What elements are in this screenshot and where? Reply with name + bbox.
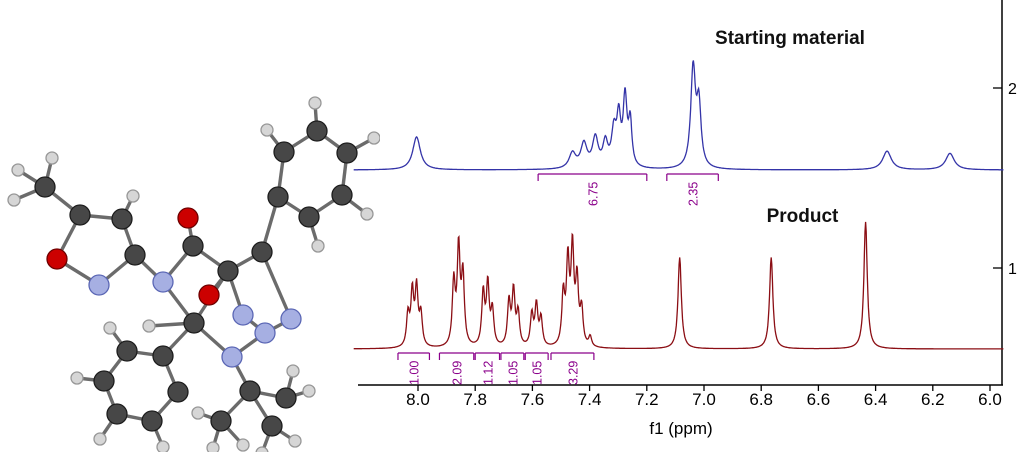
- atom-C: [217, 260, 239, 282]
- atom-C: [331, 184, 353, 206]
- x-tick-label: 6.6: [807, 390, 831, 409]
- atom-H: [236, 438, 250, 452]
- integral-value: 2.09: [451, 361, 465, 385]
- atom-C: [261, 415, 283, 437]
- x-tick-label: 7.0: [692, 390, 716, 409]
- atom-O: [46, 248, 68, 270]
- atom-C: [210, 410, 232, 432]
- atom-C: [182, 235, 204, 257]
- atom-H: [93, 432, 107, 446]
- product-label: Product: [766, 206, 839, 227]
- atom-C: [298, 206, 320, 228]
- atom-C: [152, 345, 174, 367]
- integral-value: 6.75: [586, 182, 600, 206]
- atom-H: [156, 440, 170, 452]
- atom-N: [232, 304, 254, 326]
- atom-H: [142, 319, 156, 333]
- atom-C: [93, 370, 115, 392]
- atom-C: [111, 208, 133, 230]
- atom-O: [198, 284, 220, 306]
- bond: [260, 251, 293, 320]
- atom-H: [260, 123, 274, 137]
- atom-H: [11, 163, 25, 177]
- atom-C: [116, 340, 138, 362]
- atom-N: [254, 322, 276, 344]
- atom-C: [69, 204, 91, 226]
- starting-material-label: Starting material: [715, 28, 865, 49]
- spectrum-trace-product: [353, 221, 1004, 350]
- atom-H: [288, 434, 302, 448]
- crystal-structure-image: [7, 96, 380, 452]
- x-tick-label: 6.0: [978, 390, 1002, 409]
- atom-H: [70, 371, 84, 385]
- atom-H: [360, 207, 374, 221]
- integral-value: 3.29: [566, 361, 580, 385]
- x-tick-label: 7.6: [521, 390, 545, 409]
- right-axis-tick-label: 1: [1008, 261, 1017, 278]
- integral-value: 1.00: [408, 361, 422, 385]
- atom-N: [280, 308, 302, 330]
- x-tick-label: 6.4: [864, 390, 888, 409]
- x-tick-label: 7.2: [635, 390, 659, 409]
- atom-H: [286, 364, 300, 378]
- x-tick-label: 6.2: [921, 390, 945, 409]
- x-tick-label: 7.4: [578, 390, 602, 409]
- integral-value: 1.05: [531, 361, 545, 385]
- atom-C: [306, 120, 328, 142]
- spectrum-trace-starting-material: [353, 60, 1004, 171]
- atom-N: [152, 271, 174, 293]
- atom-C: [106, 403, 128, 425]
- atom-H: [311, 239, 325, 253]
- atom-H: [45, 151, 59, 165]
- atom-C: [141, 410, 163, 432]
- atom-C: [239, 380, 261, 402]
- atom-C: [167, 381, 189, 403]
- atom-C: [251, 241, 273, 263]
- x-tick-label: 7.8: [463, 390, 487, 409]
- atom-H: [308, 96, 322, 110]
- x-tick-label: 8.0: [406, 390, 430, 409]
- integral-value: 1.12: [481, 361, 495, 385]
- atom-N: [221, 346, 243, 368]
- atom-H: [7, 193, 21, 207]
- right-axis-tick-label: 2: [1008, 81, 1017, 98]
- atom-N: [88, 274, 110, 296]
- atom-H: [255, 446, 269, 452]
- atom-H: [191, 406, 205, 420]
- atom-C: [34, 176, 56, 198]
- atom-C: [183, 312, 205, 334]
- atom-C: [275, 387, 297, 409]
- atom-C: [336, 142, 358, 164]
- integral-value: 2.35: [687, 182, 701, 206]
- atom-H: [126, 189, 140, 203]
- atom-H: [302, 384, 316, 398]
- x-axis-title: f1 (ppm): [649, 419, 713, 438]
- integral-value: 1.05: [506, 361, 520, 385]
- x-tick-label: 6.8: [749, 390, 773, 409]
- atom-C: [273, 141, 295, 163]
- atom-C: [267, 186, 289, 208]
- atom-O: [177, 207, 199, 229]
- atom-H: [206, 441, 220, 452]
- atom-H: [103, 321, 117, 335]
- atom-H: [367, 131, 380, 145]
- atom-C: [124, 244, 146, 266]
